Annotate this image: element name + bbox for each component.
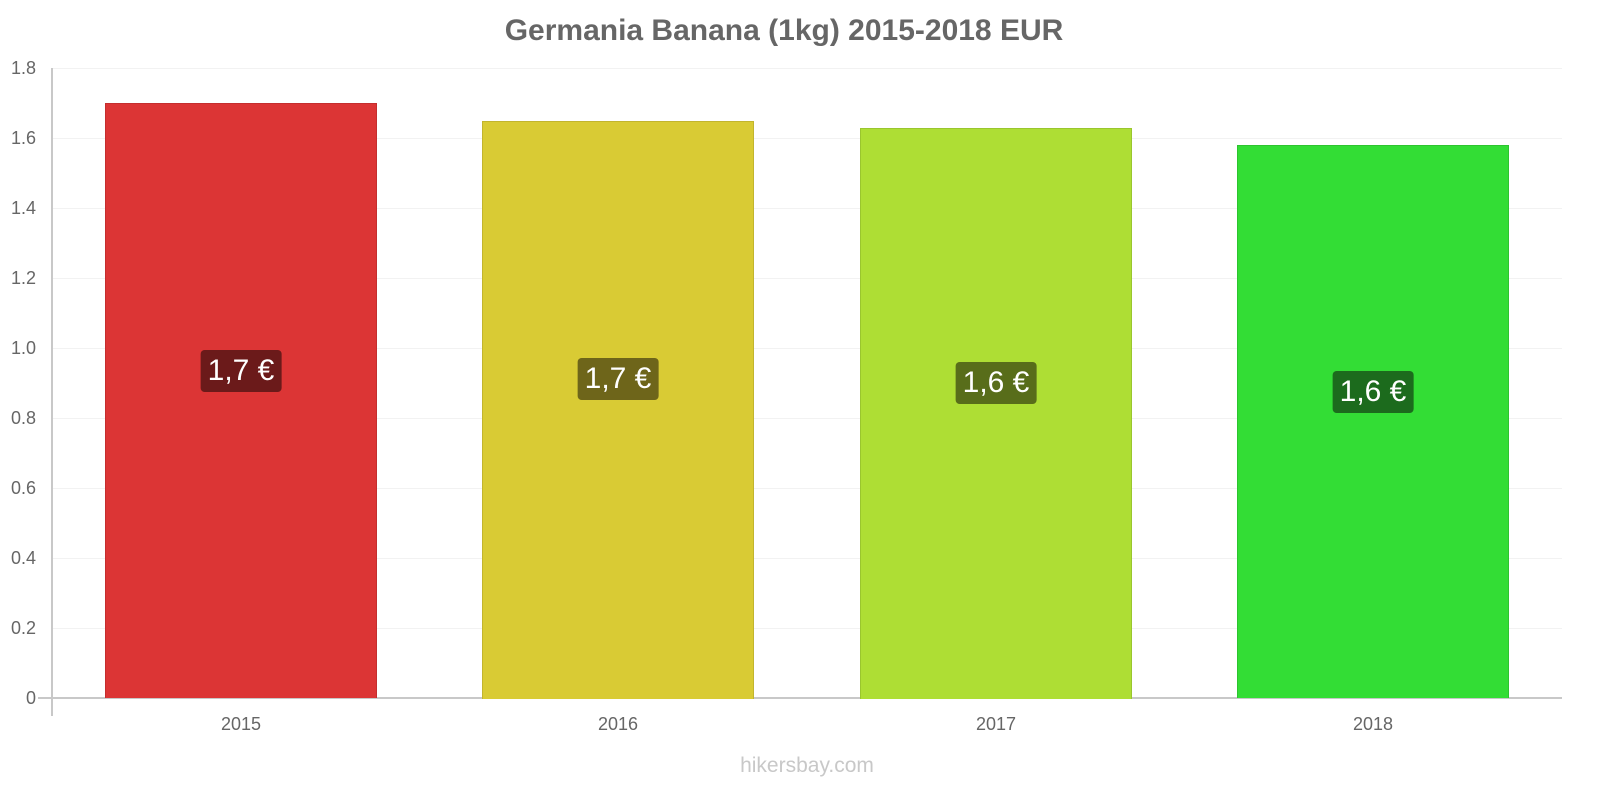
y-tick-label: 1.4 xyxy=(10,198,36,218)
bar-2016[interactable] xyxy=(482,121,754,699)
x-axis-line xyxy=(38,697,1562,699)
data-label-2015: 1,7 € xyxy=(200,350,282,392)
y-axis-line xyxy=(51,68,53,716)
x-tick-label: 2018 xyxy=(1352,714,1394,734)
data-label-2018: 1,6 € xyxy=(1332,371,1414,413)
y-tick-label: 0 xyxy=(25,688,36,708)
x-tick-label: 2017 xyxy=(975,714,1017,734)
y-tick-label: 0.8 xyxy=(10,408,36,428)
gridline xyxy=(52,348,1562,349)
bar-2017[interactable] xyxy=(860,128,1132,699)
x-tick-label: 2015 xyxy=(220,714,262,734)
gridline xyxy=(52,208,1562,209)
y-tick-label: 0.2 xyxy=(10,618,36,638)
data-label-2017: 1,6 € xyxy=(955,362,1037,404)
gridline xyxy=(52,558,1562,559)
gridline xyxy=(52,628,1562,629)
gridline xyxy=(52,278,1562,279)
chart-title: Germania Banana (1kg) 2015-2018 EUR xyxy=(504,14,1064,47)
gridline xyxy=(52,138,1562,139)
y-tick-label: 1.2 xyxy=(10,268,36,288)
y-tick-label: 1.6 xyxy=(10,128,36,148)
bar-2018[interactable] xyxy=(1237,145,1509,698)
gridline xyxy=(52,418,1562,419)
y-tick-label: 0.6 xyxy=(10,478,36,498)
y-tick-label: 1.8 xyxy=(10,58,36,78)
watermark: hikersbay.com xyxy=(740,754,874,777)
bar-2015[interactable] xyxy=(105,103,377,698)
y-tick-label: 0.4 xyxy=(10,548,36,568)
gridline xyxy=(52,488,1562,489)
data-label-2016: 1,7 € xyxy=(577,358,659,400)
y-tick-label: 1.0 xyxy=(10,338,36,358)
x-tick-label: 2016 xyxy=(597,714,639,734)
gridline xyxy=(52,68,1562,69)
